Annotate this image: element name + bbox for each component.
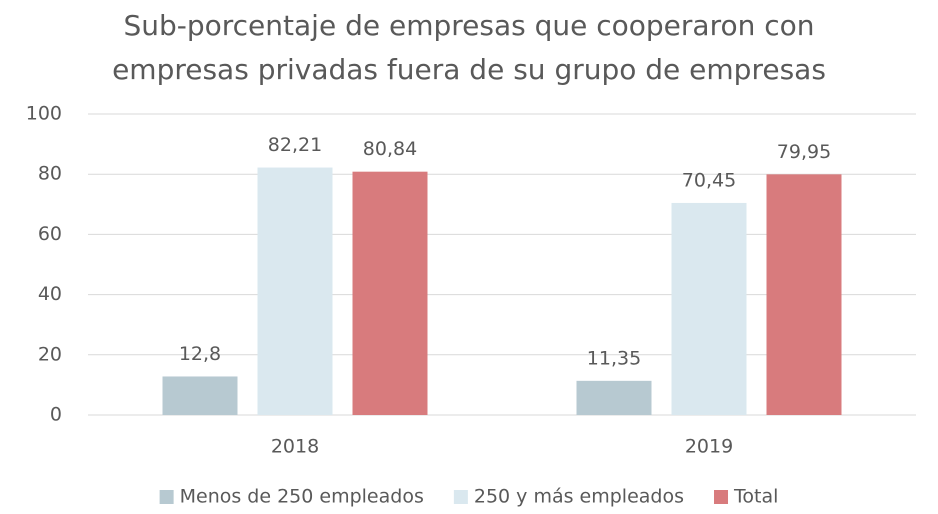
legend-label: Total [733, 486, 778, 508]
x-tick-label: 2019 [685, 436, 733, 458]
legend-swatch [714, 490, 729, 504]
y-tick-label: 20 [38, 343, 62, 365]
bar [162, 376, 238, 415]
y-tick-label: 40 [38, 283, 62, 305]
y-tick-label: 60 [38, 223, 62, 245]
bar [766, 174, 842, 415]
value-label: 82,21 [268, 134, 322, 156]
x-tick-label: 2018 [271, 436, 319, 458]
y-tick-label: 100 [26, 103, 62, 125]
chart-title-box: Sub-porcentaje de empresas que cooperaro… [0, 4, 938, 92]
value-label: 12,8 [179, 343, 221, 365]
value-label: 70,45 [682, 169, 736, 191]
chart-title: Sub-porcentaje de empresas que cooperaro… [112, 9, 826, 86]
bar [352, 171, 428, 415]
legend-label: Menos de 250 empleados [180, 486, 424, 508]
legend-label: 250 y más empleados [474, 486, 684, 508]
bar [671, 202, 747, 415]
legend-swatch [159, 490, 174, 504]
value-label: 80,84 [363, 138, 417, 160]
legend-swatch [453, 490, 468, 504]
value-label: 79,95 [777, 141, 831, 163]
value-label: 11,35 [587, 347, 641, 369]
bar [576, 380, 652, 415]
y-tick-label: 80 [38, 163, 62, 185]
bar [257, 167, 333, 415]
y-tick-label: 0 [50, 404, 62, 426]
